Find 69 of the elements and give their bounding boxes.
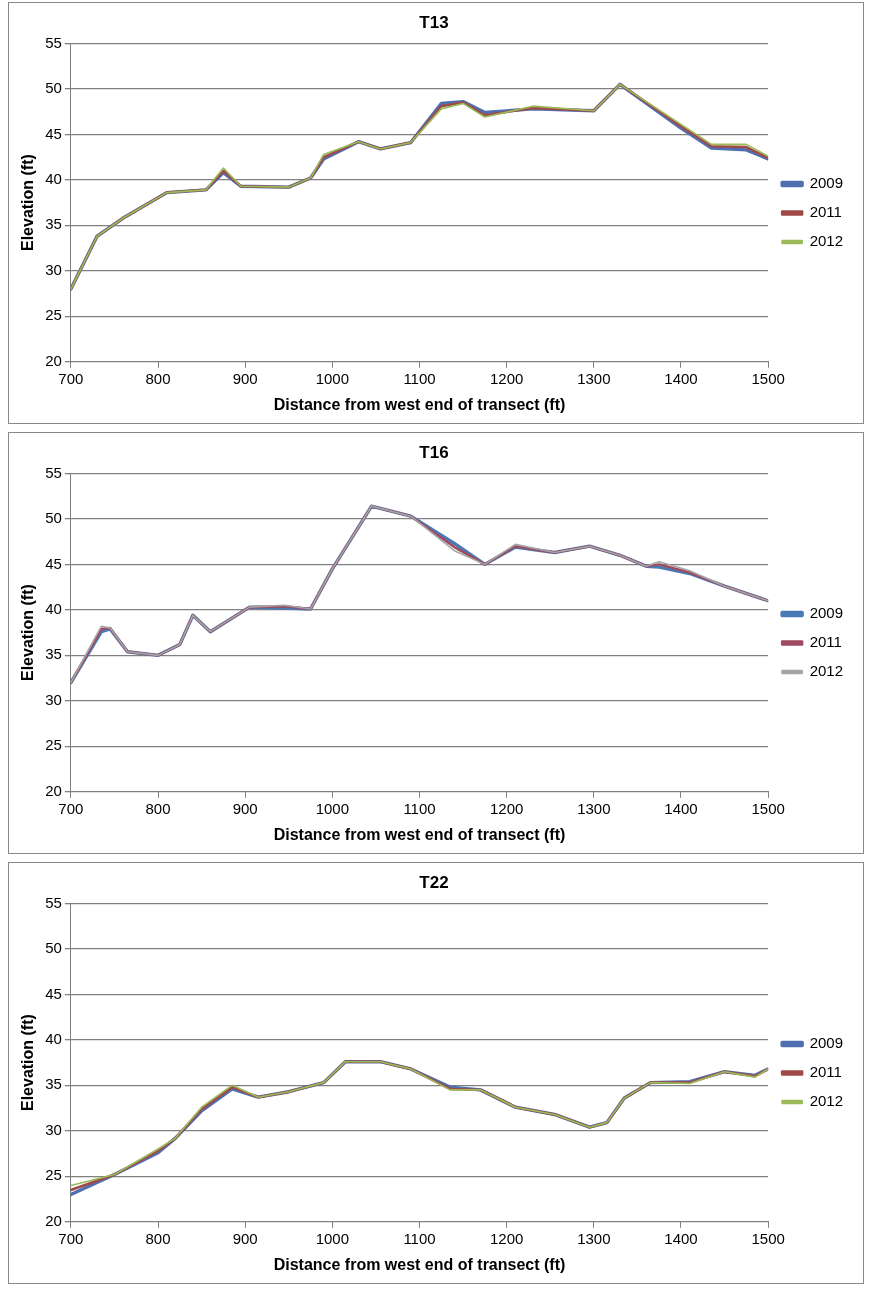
x-tick-label: 700	[58, 1229, 84, 1247]
x-tick-label: 1500	[751, 369, 785, 387]
legend-label: 2009	[809, 174, 844, 192]
y-tick-label: 25	[45, 736, 62, 754]
chart-title: T13	[419, 12, 449, 32]
chart-title: T16	[419, 442, 449, 462]
chart-title: T22	[419, 872, 449, 892]
legend-label: 2009	[809, 1034, 844, 1052]
y-tick-label: 25	[45, 1166, 62, 1184]
x-tick-label: 1300	[577, 799, 611, 817]
x-tick-label: 900	[232, 369, 258, 387]
x-tick-label: 1300	[577, 369, 611, 387]
y-tick-label: 35	[45, 1075, 62, 1093]
y-tick-label: 50	[45, 939, 62, 957]
y-tick-label: 45	[45, 124, 62, 142]
x-axis-title: Distance from west end of transect (ft)	[273, 825, 566, 843]
y-tick-label: 40	[45, 600, 62, 617]
legend-label: 2012	[809, 232, 844, 250]
legend-label: 2011	[809, 203, 842, 221]
x-tick-label: 1300	[577, 1229, 611, 1247]
legend-label: 2009	[809, 604, 844, 622]
y-tick-label: 20	[45, 1211, 62, 1229]
x-axis-title: Distance from west end of transect (ft)	[273, 395, 566, 413]
y-tick-label: 45	[45, 554, 62, 572]
x-tick-label: 1500	[751, 799, 785, 817]
legend-label: 2012	[809, 662, 844, 680]
x-tick-label: 1500	[751, 1229, 785, 1247]
x-tick-label: 1000	[315, 1229, 350, 1247]
legend-label: 2012	[809, 1092, 844, 1110]
y-tick-label: 35	[45, 645, 62, 663]
y-tick-label: 50	[45, 509, 62, 527]
y-tick-label: 45	[45, 984, 62, 1002]
y-axis-title: Elevation (ft)	[19, 154, 37, 252]
x-tick-label: 700	[58, 369, 84, 387]
x-tick-label: 1200	[489, 799, 524, 817]
x-tick-label: 800	[145, 369, 171, 387]
x-tick-label: 1200	[489, 1229, 524, 1247]
y-tick-label: 40	[45, 1030, 62, 1047]
x-tick-label: 900	[232, 799, 258, 817]
x-tick-label: 700	[58, 799, 84, 817]
x-tick-label: 1400	[664, 799, 698, 817]
y-tick-label: 30	[45, 260, 62, 278]
y-axis-title: Elevation (ft)	[19, 1014, 37, 1112]
y-tick-label: 50	[45, 79, 62, 97]
legend-label: 2011	[809, 633, 842, 651]
x-tick-label: 800	[145, 799, 171, 817]
x-tick-label: 1000	[315, 369, 350, 387]
y-tick-label: 40	[45, 170, 62, 187]
y-tick-label: 55	[45, 893, 62, 911]
y-tick-label: 35	[45, 215, 62, 233]
y-tick-label: 30	[45, 690, 62, 708]
y-tick-label: 30	[45, 1120, 62, 1138]
x-tick-label: 1200	[489, 369, 524, 387]
x-tick-label: 1100	[403, 799, 436, 817]
y-axis-title: Elevation (ft)	[19, 584, 37, 682]
y-tick-label: 20	[45, 781, 62, 799]
x-tick-label: 1100	[403, 1229, 436, 1247]
legend-label: 2011	[809, 1063, 842, 1081]
x-axis-title: Distance from west end of transect (ft)	[273, 1255, 566, 1273]
x-tick-label: 1000	[315, 799, 350, 817]
y-tick-label: 55	[45, 33, 62, 51]
x-tick-label: 1400	[664, 1229, 698, 1247]
x-tick-label: 800	[145, 1229, 171, 1247]
x-tick-label: 1400	[664, 369, 698, 387]
y-tick-label: 20	[45, 351, 62, 369]
y-tick-label: 25	[45, 306, 62, 324]
x-tick-label: 1100	[403, 369, 436, 387]
x-tick-label: 900	[232, 1229, 258, 1247]
y-tick-label: 55	[45, 463, 62, 481]
